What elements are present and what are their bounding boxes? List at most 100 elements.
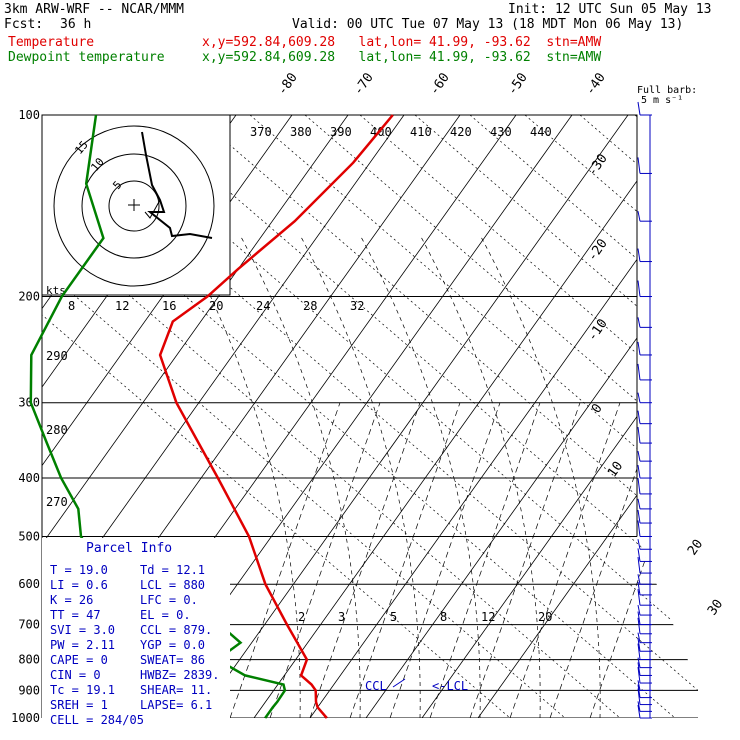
moist-adiabat-line (299, 234, 421, 718)
wind-barb (637, 557, 641, 574)
parcel-row-right: Td = 12.1 (140, 563, 205, 577)
pressure-tick-label: 200 (18, 290, 40, 304)
mixing-ratio-line (389, 402, 501, 718)
wind-barb (637, 248, 641, 262)
isotherm-line (309, 115, 698, 718)
wind-barb (637, 604, 641, 616)
dry-adiabat-line (524, 115, 698, 718)
moist-adiabat-line (359, 234, 481, 718)
theta-label: 370 (250, 125, 272, 139)
init-time: Init: 12 UTC Sun 05 May 13 (508, 2, 712, 17)
mixing-ratio-label: 20 (209, 299, 223, 313)
parcel-row-left: PW = 2.11 (50, 638, 115, 652)
isotherm-label: -70 (351, 70, 377, 98)
theta-label: 410 (410, 125, 432, 139)
moist-adiabat-line (479, 234, 601, 718)
isotherm-label: -20 (585, 236, 611, 264)
mixing-ratio-label: 8 (68, 299, 75, 313)
parcel-row-left: SREH = 1 (50, 698, 108, 712)
wind-barb (637, 643, 641, 660)
dry-adiabat-line (359, 115, 698, 718)
theta-label: 270 (46, 495, 68, 509)
moist-adiabat-line (179, 234, 301, 718)
mixing-ratio-line (349, 402, 461, 718)
dry-adiabat-line (42, 115, 621, 718)
wind-barb (637, 662, 641, 676)
wind-barb (637, 427, 641, 444)
wind-barb (637, 477, 641, 494)
wind-barb (637, 509, 641, 524)
wind-barb (637, 581, 641, 595)
isotherm-line (0, 115, 12, 718)
theta-label: 440 (530, 125, 552, 139)
pressure-tick-label: 500 (18, 529, 40, 543)
dry-adiabat-line (304, 115, 698, 718)
pressure-tick-label: 100 (18, 108, 40, 122)
wind-barb (637, 341, 641, 356)
mixing-ratio-line (429, 402, 541, 718)
isotherm-label: -10 (585, 316, 611, 344)
wind-barb (637, 701, 641, 712)
mixing-ratio-label: 16 (162, 299, 176, 313)
hodograph-ring (81, 153, 187, 259)
ccl-arrow (392, 678, 406, 688)
dry-adiabat-line (414, 115, 698, 718)
mixing-ratio-label: 2 (298, 610, 305, 624)
parcel-row-left: TT = 47 (50, 608, 101, 622)
mixing-ratio-label: 32 (350, 299, 364, 313)
theta-label: 280 (46, 423, 68, 437)
pressure-tick-label: 600 (18, 577, 40, 591)
mixing-ratio-label: 12 (115, 299, 129, 313)
isotherm-label: -30 (585, 151, 611, 179)
parcel-row-right: HWBZ= 2839. (140, 668, 219, 682)
theta-label: 290 (46, 349, 68, 363)
pressure-tick-label: 400 (18, 471, 40, 485)
wind-barb (637, 101, 641, 116)
parcel-row-left: CAPE = 0 (50, 653, 108, 667)
parcel-row-left: CELL = 284/05 (50, 713, 144, 727)
pressure-tick-label: 1000 (11, 711, 40, 725)
wind-barb (637, 392, 641, 403)
dry-adiabat-line (689, 115, 698, 718)
wind-barb (637, 704, 641, 719)
dewpoint-location: x,y=592.84,609.28 lat,lon= 41.99, -93.62… (202, 50, 602, 65)
isotherm-label: -50 (505, 70, 531, 98)
temperature-line (158, 114, 394, 719)
plot-frame (41, 114, 638, 718)
valid-time: Valid: 00 UTC Tue 07 May 13 (18 MDT Mon … (292, 17, 684, 32)
dry-adiabat-line (42, 115, 566, 718)
theta-label: 420 (450, 125, 472, 139)
isotherm-label: -40 (583, 70, 609, 98)
wind-barb (637, 464, 641, 479)
forecast-hour: 36 h (60, 17, 92, 32)
wind-barb (637, 589, 641, 606)
mixing-ratio-line (309, 402, 421, 718)
isotherm-line (197, 115, 629, 718)
mixing-ratio-line (229, 402, 341, 718)
mixing-ratio-label: 20 (538, 610, 552, 624)
mixing-ratio-label: 5 (390, 610, 397, 624)
mixing-ratio-label: 24 (256, 299, 270, 313)
wind-barb (637, 632, 641, 643)
isotherm-line (365, 115, 698, 718)
hodograph-ring (108, 180, 160, 232)
wind-barb (637, 688, 641, 705)
parcel-row-left: T = 19.0 (50, 563, 108, 577)
hodograph-center (128, 199, 140, 211)
parcel-row-left: CIN = 0 (50, 668, 101, 682)
wind-barb (637, 548, 641, 562)
wind-barb (637, 157, 641, 174)
barb-legend: Full barb: (637, 85, 697, 96)
parcel-row-right: YGP = 0.0 (140, 638, 205, 652)
temperature-legend: Temperature (8, 35, 95, 50)
mixing-ratio-label: 28 (303, 299, 317, 313)
wind-barb (637, 317, 641, 328)
pressure-tick-label: 300 (18, 396, 40, 410)
wind-barb (637, 539, 641, 550)
model-title: 3km ARW-WRF -- NCAR/MMM (4, 2, 185, 17)
theta-label: 390 (330, 125, 352, 139)
hodograph-units: kts (46, 284, 66, 297)
dry-adiabat-line (469, 115, 698, 718)
wind-barb (637, 498, 641, 509)
dry-adiabat-line (42, 115, 698, 718)
